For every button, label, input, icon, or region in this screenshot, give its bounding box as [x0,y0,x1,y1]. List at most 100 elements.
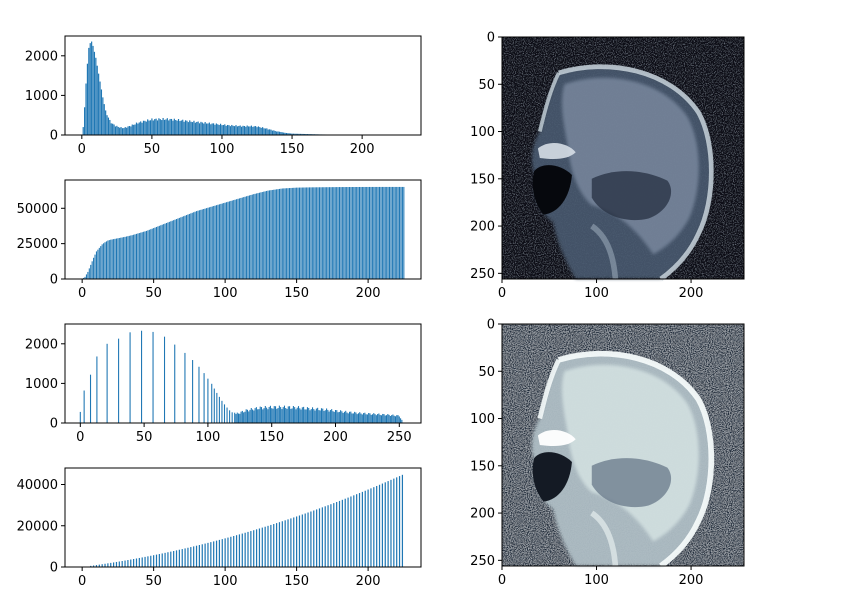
histogram-bar [277,189,279,279]
histogram-bar [198,210,200,279]
x-tick-label: 50 [145,286,162,301]
histogram-bar [196,121,198,135]
histogram-bar [371,186,373,279]
x-tick-label: 0 [76,430,84,445]
x-tick-label: 0 [498,573,506,588]
histogram-bar [95,565,98,567]
histogram-bar [97,249,99,279]
histogram-bar [375,415,377,423]
histogram-bar [331,409,333,423]
histogram-bar [301,407,303,423]
histogram-bar [401,419,403,423]
histogram-bar [342,412,344,423]
x-tick-label: 100 [195,430,220,445]
histogram-bar [328,187,331,279]
histogram-bar [396,477,398,567]
histogram-bar [289,406,291,423]
histogram-bar [268,190,270,279]
histogram-bar [391,186,393,279]
y-tick-label: 0 [50,273,58,288]
histogram-bar [390,479,392,567]
y-tick-label: 0 [50,129,58,144]
histogram-bar [383,414,385,423]
histogram-bar [281,409,283,423]
histogram-bar [195,211,198,279]
histogram-bar [161,553,163,567]
histogram-bar [341,499,343,567]
histogram-bar [93,257,95,279]
histogram-bar [280,188,282,279]
histogram-bar [374,186,376,279]
histogram-bar [267,525,269,567]
histogram-bar [264,128,267,135]
histogram-bar [177,119,180,135]
histogram-bar [210,124,212,135]
histogram-bar [161,120,163,135]
histogram-bar [276,408,278,423]
histogram-bar [273,524,275,567]
histogram-bar [273,189,275,279]
histogram-bar [121,561,123,567]
histogram-bar [358,186,361,279]
histogram-bar [255,529,258,567]
histogram-bar [233,535,235,567]
histogram-bar [100,246,102,279]
histogram-bar [401,186,403,279]
histogram-bar [99,81,101,135]
histogram-bar [243,412,245,423]
histogram-bar [207,207,209,279]
histogram-bar [118,338,120,423]
histogram-bar [337,187,339,279]
histogram-bar [368,412,370,423]
histogram-bar [366,414,368,423]
histogram-bar [309,410,311,423]
histogram-bar [349,411,351,423]
histogram-bar [287,519,289,567]
histogram-bar [157,226,159,279]
x-tick-label: 0 [78,286,86,301]
histogram-bar [224,538,226,567]
histogram-bar [381,186,383,279]
histogram-bar [347,497,349,567]
histogram-bar [297,406,300,423]
x-tick-label: 250 [387,430,412,445]
histogram-bar [123,128,125,135]
histogram-bar [306,407,308,423]
histogram-bar [141,330,143,423]
histogram-bar [287,133,289,135]
histogram-bar [159,119,161,135]
histogram-bar [280,131,282,135]
histogram-bar [322,408,324,423]
histogram-bar [214,205,216,279]
histogram-bar [304,187,306,279]
histogram-bar [397,415,399,423]
histogram-bar [163,119,166,135]
histogram-bar [260,407,263,423]
histogram-bar [190,121,192,135]
histogram-bar [302,133,304,135]
histogram-bar [115,561,118,567]
histogram-bar [384,415,386,423]
histogram-bar [330,187,332,279]
histogram-bar [113,562,115,567]
histogram-bar [323,187,325,279]
histogram-bar [141,232,143,279]
y-tick-label: 200 [470,220,495,235]
histogram-bar [144,556,146,567]
histogram-bar [231,200,233,279]
histogram-bar [167,552,169,567]
histogram-bar [338,187,341,279]
y-tick-label: 2000 [25,49,58,64]
histogram-bar [92,565,95,567]
histogram-bar [326,408,328,423]
histogram-bar [250,531,252,567]
histogram-bar [226,124,229,135]
histogram-bar [229,410,231,423]
histogram-bar [198,544,201,567]
histogram-bar [160,225,162,279]
histogram-bar [299,408,301,423]
histogram-bar [314,410,316,423]
histogram-bar [184,548,186,567]
histogram-bar [350,187,352,279]
histogram-bar [238,198,240,279]
